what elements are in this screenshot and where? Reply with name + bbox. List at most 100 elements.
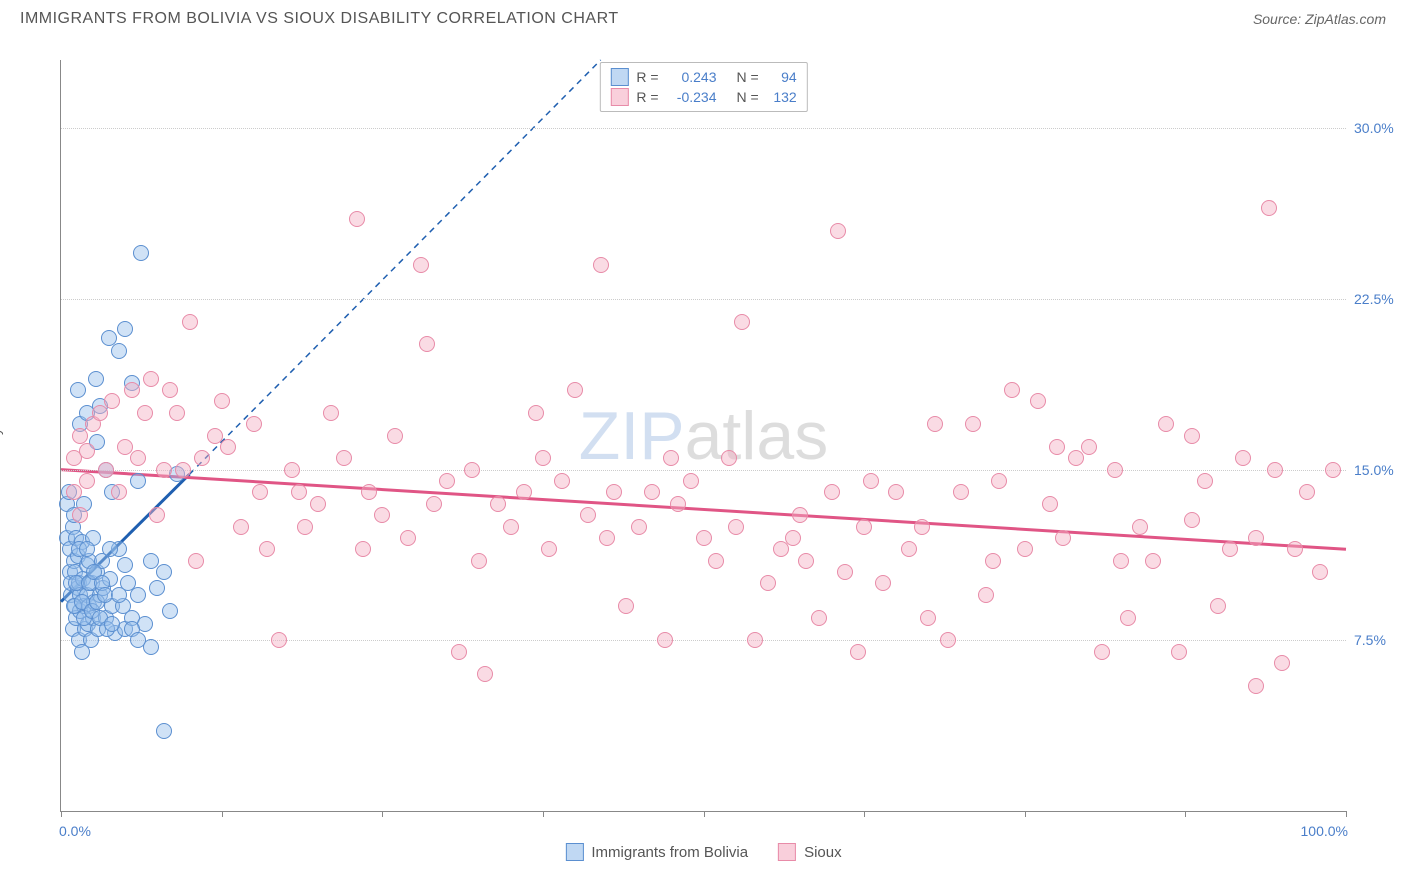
sioux-point (188, 553, 204, 569)
sioux-point (1049, 439, 1065, 455)
correlation-legend: R =0.243N =94R =-0.234N =132 (599, 62, 807, 112)
sioux-point (824, 484, 840, 500)
sioux-point (516, 484, 532, 500)
sioux-point (940, 632, 956, 648)
legend-row: R =-0.234N =132 (610, 87, 796, 107)
sioux-point (1184, 512, 1200, 528)
sioux-point (156, 462, 172, 478)
sioux-point (991, 473, 1007, 489)
sioux-point (1171, 644, 1187, 660)
sioux-point (1042, 496, 1058, 512)
sioux-point (1312, 564, 1328, 580)
sioux-point (374, 507, 390, 523)
sioux-point (1261, 200, 1277, 216)
sioux-point (143, 371, 159, 387)
sioux-point (1274, 655, 1290, 671)
sioux-point (124, 382, 140, 398)
sioux-point (400, 530, 416, 546)
r-value: 0.243 (667, 69, 717, 85)
sioux-point (863, 473, 879, 489)
sioux-point (1222, 541, 1238, 557)
sioux-point (426, 496, 442, 512)
sioux-point (182, 314, 198, 330)
sioux-point (194, 450, 210, 466)
sioux-point (1287, 541, 1303, 557)
sioux-point (490, 496, 506, 512)
sioux-point (734, 314, 750, 330)
watermark-atlas: atlas (685, 398, 829, 474)
x-min-label: 0.0% (59, 823, 91, 839)
legend-row: R =0.243N =94 (610, 67, 796, 87)
sioux-point (130, 450, 146, 466)
watermark: ZIPatlas (579, 397, 828, 475)
sioux-point (471, 553, 487, 569)
sioux-point (1210, 598, 1226, 614)
sioux-point (137, 405, 153, 421)
bolivia-point (130, 587, 146, 603)
x-tick (864, 811, 865, 817)
sioux-point (760, 575, 776, 591)
sioux-point (1158, 416, 1174, 432)
bolivia-point (117, 321, 133, 337)
plot-area: ZIPatlas R =0.243N =94R =-0.234N =132 Im… (60, 60, 1346, 812)
legend-swatch (610, 68, 628, 86)
sioux-point (618, 598, 634, 614)
sioux-point (104, 393, 120, 409)
trend-lines-svg (61, 60, 1346, 811)
legend-item: Immigrants from Bolivia (565, 843, 748, 861)
sioux-point (291, 484, 307, 500)
chart-header: IMMIGRANTS FROM BOLIVIA VS SIOUX DISABIL… (0, 0, 1406, 36)
sioux-point (528, 405, 544, 421)
sioux-point (220, 439, 236, 455)
sioux-point (567, 382, 583, 398)
bolivia-point (70, 382, 86, 398)
x-max-label: 100.0% (1301, 823, 1348, 839)
sioux-point (747, 632, 763, 648)
r-label: R = (636, 89, 658, 105)
bolivia-point (149, 580, 165, 596)
sioux-point (413, 257, 429, 273)
sioux-point (355, 541, 371, 557)
x-tick (222, 811, 223, 817)
sioux-point (1094, 644, 1110, 660)
gridline (61, 640, 1346, 641)
sioux-point (1120, 610, 1136, 626)
sioux-point (811, 610, 827, 626)
sioux-point (785, 530, 801, 546)
sioux-point (1267, 462, 1283, 478)
sioux-point (599, 530, 615, 546)
sioux-point (72, 428, 88, 444)
sioux-point (66, 484, 82, 500)
sioux-point (233, 519, 249, 535)
sioux-point (1055, 530, 1071, 546)
y-tick-label: 30.0% (1346, 120, 1396, 136)
sioux-point (149, 507, 165, 523)
sioux-point (451, 644, 467, 660)
sioux-point (773, 541, 789, 557)
sioux-point (284, 462, 300, 478)
sioux-point (98, 462, 114, 478)
sioux-point (1299, 484, 1315, 500)
sioux-point (580, 507, 596, 523)
sioux-point (856, 519, 872, 535)
sioux-point (554, 473, 570, 489)
sioux-point (965, 416, 981, 432)
sioux-point (657, 632, 673, 648)
sioux-point (721, 450, 737, 466)
sioux-point (336, 450, 352, 466)
legend-swatch (610, 88, 628, 106)
legend-label: Immigrants from Bolivia (591, 844, 748, 861)
sioux-point (1107, 462, 1123, 478)
y-tick-label: 15.0% (1346, 462, 1396, 478)
sioux-point (464, 462, 480, 478)
sioux-point (1235, 450, 1251, 466)
y-tick-label: 7.5% (1346, 632, 1396, 648)
series-legend: Immigrants from BoliviaSioux (565, 843, 841, 861)
chart-title: IMMIGRANTS FROM BOLIVIA VS SIOUX DISABIL… (20, 10, 619, 28)
r-label: R = (636, 69, 658, 85)
x-tick (382, 811, 383, 817)
n-value: 94 (767, 69, 797, 85)
sioux-point (978, 587, 994, 603)
sioux-point (419, 336, 435, 352)
chart-container: Disability ZIPatlas R =0.243N =94R =-0.2… (20, 40, 1386, 872)
